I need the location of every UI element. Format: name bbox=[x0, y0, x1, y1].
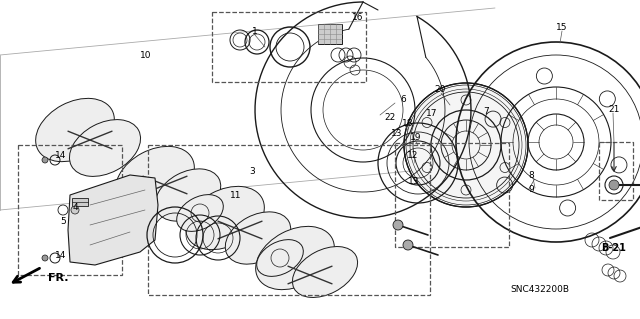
Text: 13: 13 bbox=[408, 177, 420, 187]
Ellipse shape bbox=[255, 226, 334, 290]
Text: 10: 10 bbox=[140, 50, 152, 60]
Ellipse shape bbox=[186, 186, 264, 250]
Text: 9: 9 bbox=[528, 186, 534, 195]
Text: 22: 22 bbox=[385, 114, 396, 122]
Bar bbox=[599, 142, 633, 200]
Ellipse shape bbox=[257, 240, 303, 276]
Text: 1: 1 bbox=[252, 27, 258, 36]
Text: 3: 3 bbox=[249, 167, 255, 176]
Text: 20: 20 bbox=[435, 85, 445, 94]
Ellipse shape bbox=[36, 98, 115, 162]
Text: 7: 7 bbox=[483, 108, 489, 116]
Circle shape bbox=[71, 206, 79, 214]
Ellipse shape bbox=[156, 169, 221, 221]
Ellipse shape bbox=[116, 146, 195, 210]
Bar bbox=[212, 12, 366, 82]
Ellipse shape bbox=[177, 195, 223, 231]
Polygon shape bbox=[68, 175, 158, 265]
Text: SNC432200B: SNC432200B bbox=[511, 286, 570, 294]
Text: 5: 5 bbox=[60, 218, 66, 226]
Text: 13: 13 bbox=[391, 129, 403, 137]
Circle shape bbox=[393, 220, 403, 230]
Text: 4: 4 bbox=[72, 204, 78, 212]
Ellipse shape bbox=[292, 247, 358, 297]
Ellipse shape bbox=[70, 120, 141, 176]
Text: 11: 11 bbox=[230, 191, 242, 201]
Bar bbox=[395, 143, 509, 247]
Text: 14: 14 bbox=[55, 151, 67, 160]
Bar bbox=[72, 198, 88, 206]
Text: 6: 6 bbox=[400, 95, 406, 105]
Circle shape bbox=[42, 255, 48, 261]
Bar bbox=[18, 145, 122, 275]
Bar bbox=[148, 145, 430, 295]
Text: 14: 14 bbox=[55, 251, 67, 261]
Text: 21: 21 bbox=[608, 106, 620, 115]
Text: 12: 12 bbox=[407, 151, 419, 160]
Text: 18: 18 bbox=[403, 118, 413, 128]
Ellipse shape bbox=[225, 212, 291, 264]
Text: 8: 8 bbox=[528, 172, 534, 181]
Bar bbox=[318, 24, 342, 44]
Text: FR.: FR. bbox=[48, 273, 68, 283]
Text: B-21: B-21 bbox=[602, 243, 627, 253]
Text: 17: 17 bbox=[426, 108, 438, 117]
Circle shape bbox=[406, 85, 526, 205]
Circle shape bbox=[42, 157, 48, 163]
Text: 15: 15 bbox=[556, 24, 568, 33]
Text: 16: 16 bbox=[352, 13, 364, 23]
Circle shape bbox=[403, 240, 413, 250]
Text: 19: 19 bbox=[410, 132, 422, 142]
Circle shape bbox=[609, 180, 619, 190]
